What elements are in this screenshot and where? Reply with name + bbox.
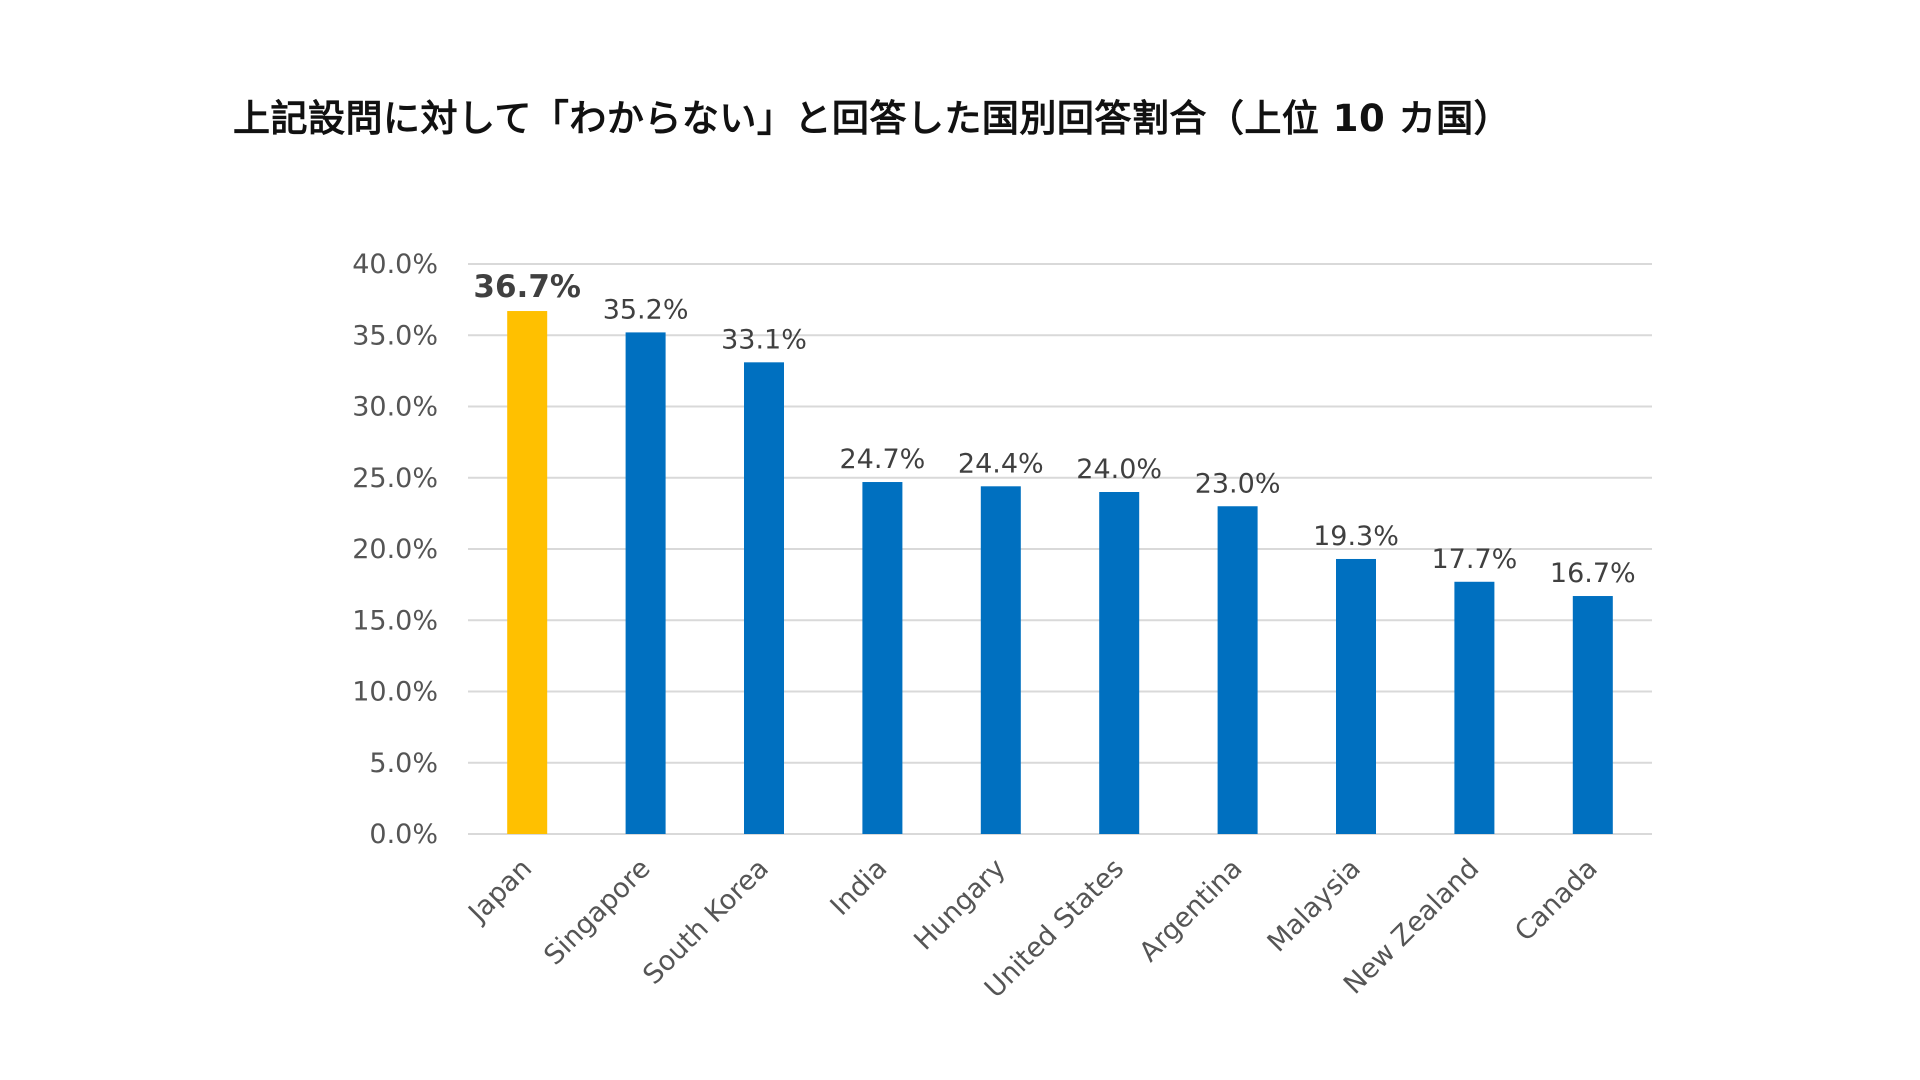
bar-argentina [1217,506,1258,834]
x-tick-label: India [825,853,894,922]
bar-india [862,482,903,834]
data-label: 24.4% [958,448,1044,479]
bar-malaysia [1336,558,1376,834]
bar-new-zealand [1454,581,1495,834]
bar-singapore [625,332,666,834]
bar-japan [507,311,548,834]
data-labels: 36.7% 35.2% 33.1% 24.7% 24.4% 24.0% 23.0% 19.3%… [473,269,1635,589]
data-label: 19.3% [1313,521,1399,552]
bar-canada [1572,596,1613,834]
bar-south-korea [744,362,784,834]
data-label: 33.1% [721,324,807,355]
bars [507,311,1613,834]
x-tick-label: South Korea [637,853,775,991]
y-tick-label: 40.0% [352,249,438,280]
x-tick-label: Malaysia [1262,853,1367,958]
data-label: 24.0% [1076,454,1162,485]
x-tick-label: Singapore [538,853,656,971]
y-tick-label: 20.0% [352,534,438,565]
y-tick-label: 30.0% [352,392,438,423]
data-label: 17.7% [1432,544,1518,575]
data-label: 35.2% [603,294,689,325]
data-label: 24.7% [840,444,926,475]
page-title: 上記設問に対して「わからない」と回答した国別回答割合（上位 10 カ国） [233,97,1512,140]
y-tick-label: 35.0% [352,320,438,351]
y-tick-label: 5.0% [369,748,438,779]
x-tick-label: Canada [1509,853,1604,948]
y-tick-label: 15.0% [352,605,438,636]
data-label: 23.0% [1195,468,1281,499]
data-label: 16.7% [1550,558,1636,589]
x-tick-label: Hungary [908,853,1011,956]
bar-united-states [1099,492,1140,834]
bar-hungary [980,486,1021,834]
y-axis-tick-labels: 0.0% 5.0% 10.0% 15.0% 20.0% 25.0% 30.0% 35.0% 40… [352,249,438,850]
y-tick-label: 10.0% [352,677,438,708]
y-tick-label: 25.0% [352,463,438,494]
data-label: 36.7% [473,269,581,305]
x-tick-label: Japan [462,853,539,930]
x-tick-label: Argentina [1133,853,1248,968]
y-tick-label: 0.0% [369,819,438,850]
